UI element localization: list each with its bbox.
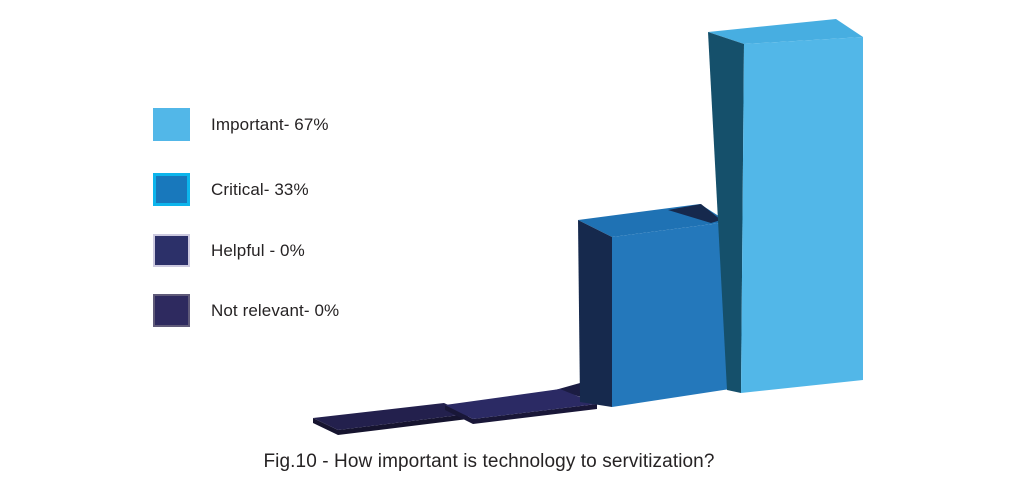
bar-critical-side	[578, 220, 612, 407]
figure-caption: Fig.10 - How important is technology to …	[263, 451, 715, 472]
bar-important-side	[708, 32, 744, 393]
legend-swatch-important	[153, 108, 190, 141]
bar-not-relevant-top	[313, 403, 468, 430]
legend-label-not-relevant: Not relevant- 0%	[211, 300, 340, 320]
legend-label-important: Important- 67%	[211, 114, 329, 134]
legend-item-not-relevant: Not relevant- 0%	[153, 294, 339, 327]
bar-helpful-side	[445, 404, 597, 424]
bar-helpful-top	[445, 389, 597, 419]
legend-label-helpful: Helpful - 0%	[211, 240, 305, 260]
bar-important-top	[708, 19, 863, 44]
legend-item-important: Important- 67%	[153, 108, 329, 141]
legend-item-helpful: Helpful - 0%	[153, 234, 305, 267]
bar-critical-back-edge	[668, 204, 721, 223]
bar-not-relevant-side	[313, 414, 468, 435]
legend-swatch-not-relevant	[153, 294, 190, 327]
bar-important-front	[741, 37, 863, 393]
legend-label-critical: Critical- 33%	[211, 179, 309, 199]
legend-swatch-helpful	[153, 234, 190, 267]
bar-critical-front	[612, 222, 730, 407]
legend-item-critical: Critical- 33%	[153, 173, 309, 206]
legend-swatch-critical	[153, 173, 190, 206]
